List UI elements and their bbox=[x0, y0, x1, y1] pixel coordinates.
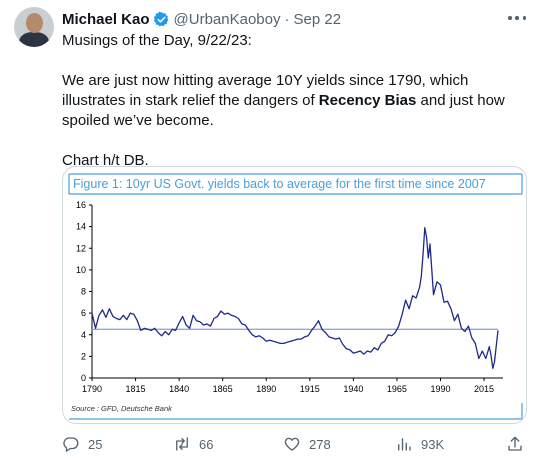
x-tick-group: 1790 1815 1840 1865 1890 1915 1940 1965 1990 2015 bbox=[82, 378, 494, 394]
author-handle[interactable]: @UrbanKaoboy bbox=[173, 10, 281, 28]
tweet-text-bold: Recency Bias bbox=[318, 92, 417, 109]
views-chart-icon bbox=[398, 438, 411, 451]
chart-source: Source : GFD, Deutsche Bank bbox=[71, 404, 173, 413]
tweet-text-line-3: Chart h/t DB. bbox=[62, 152, 149, 169]
views-button[interactable]: 93K bbox=[395, 434, 444, 454]
more-horizontal-icon[interactable] bbox=[508, 9, 526, 27]
y-tick-label: 14 bbox=[76, 222, 86, 232]
chart-title: Figure 1: 10yr US Govt. yields back to a… bbox=[73, 177, 486, 191]
tweet-text-paragraph-2: We are just now hitting average 10Y yiel… bbox=[62, 71, 528, 131]
avatar-body-shape bbox=[19, 32, 49, 47]
x-tick-label: 2015 bbox=[474, 384, 494, 394]
y-tick-label: 12 bbox=[76, 243, 86, 253]
views-count: 93K bbox=[421, 436, 445, 452]
x-tick-label: 1865 bbox=[213, 384, 233, 394]
like-count: 278 bbox=[309, 436, 331, 452]
more-dot bbox=[508, 16, 512, 20]
more-dot bbox=[515, 16, 519, 20]
x-tick-label: 1965 bbox=[387, 384, 407, 394]
x-tick-label: 1940 bbox=[343, 384, 363, 394]
tweet-date[interactable]: Sep 22 bbox=[293, 10, 342, 28]
tweet-text-part: and just how spoiled we’ve become. bbox=[62, 92, 505, 129]
y-tick-label: 10 bbox=[76, 265, 86, 275]
verified-badge-icon bbox=[153, 11, 168, 26]
avatar-head-shape bbox=[26, 13, 43, 33]
repost-button[interactable]: 66 bbox=[173, 434, 213, 454]
x-tick-label: 1815 bbox=[126, 384, 146, 394]
heart-icon bbox=[284, 437, 300, 451]
repost-count: 66 bbox=[199, 436, 214, 452]
y-tick-group: 0 2 4 6 8 10 12 14 16 bbox=[76, 200, 92, 383]
reply-button[interactable]: 25 bbox=[62, 434, 102, 454]
reply-icon bbox=[63, 437, 79, 452]
paragraph-gap bbox=[62, 131, 528, 151]
action-bar: 25 66 278 93K bbox=[62, 434, 528, 454]
x-tick-label: 1890 bbox=[256, 384, 276, 394]
author-name[interactable]: Michael Kao bbox=[62, 10, 150, 28]
y-tick-label: 8 bbox=[81, 287, 86, 297]
x-tick-label: 1790 bbox=[82, 384, 102, 394]
y-tick-label: 4 bbox=[81, 330, 86, 340]
x-tick-label: 1990 bbox=[430, 384, 450, 394]
x-tick-label: 1915 bbox=[300, 384, 320, 394]
share-icon bbox=[508, 436, 522, 451]
reply-count: 25 bbox=[88, 436, 103, 452]
avatar[interactable] bbox=[14, 7, 54, 47]
chart-image[interactable]: Figure 1: 10yr US Govt. yields back to a… bbox=[62, 166, 527, 424]
paragraph-gap bbox=[62, 51, 528, 71]
series-line-10y-yield bbox=[91, 227, 499, 369]
more-dot bbox=[522, 16, 526, 20]
x-tick-label: 1840 bbox=[169, 384, 189, 394]
header-separator: · bbox=[284, 10, 290, 28]
y-tick-label: 6 bbox=[81, 308, 86, 318]
like-button[interactable]: 278 bbox=[283, 434, 331, 454]
repost-icon bbox=[176, 437, 188, 451]
chart-svg: Figure 1: 10yr US Govt. yields back to a… bbox=[68, 173, 523, 420]
tweet-text-line-1: Musings of the Day, 9/22/23: bbox=[62, 32, 252, 49]
y-tick-label: 2 bbox=[81, 351, 86, 361]
share-button[interactable] bbox=[506, 434, 532, 454]
y-tick-label: 0 bbox=[81, 373, 86, 383]
y-tick-label: 16 bbox=[76, 200, 86, 210]
tweet-text-part: We are just now hitting average 10Y yiel… bbox=[62, 72, 469, 109]
tweet-header: Michael Kao @UrbanKaoboy · Sep 22 bbox=[62, 9, 341, 29]
tweet-text: Musings of the Day, 9/22/23: We are just… bbox=[62, 31, 528, 171]
